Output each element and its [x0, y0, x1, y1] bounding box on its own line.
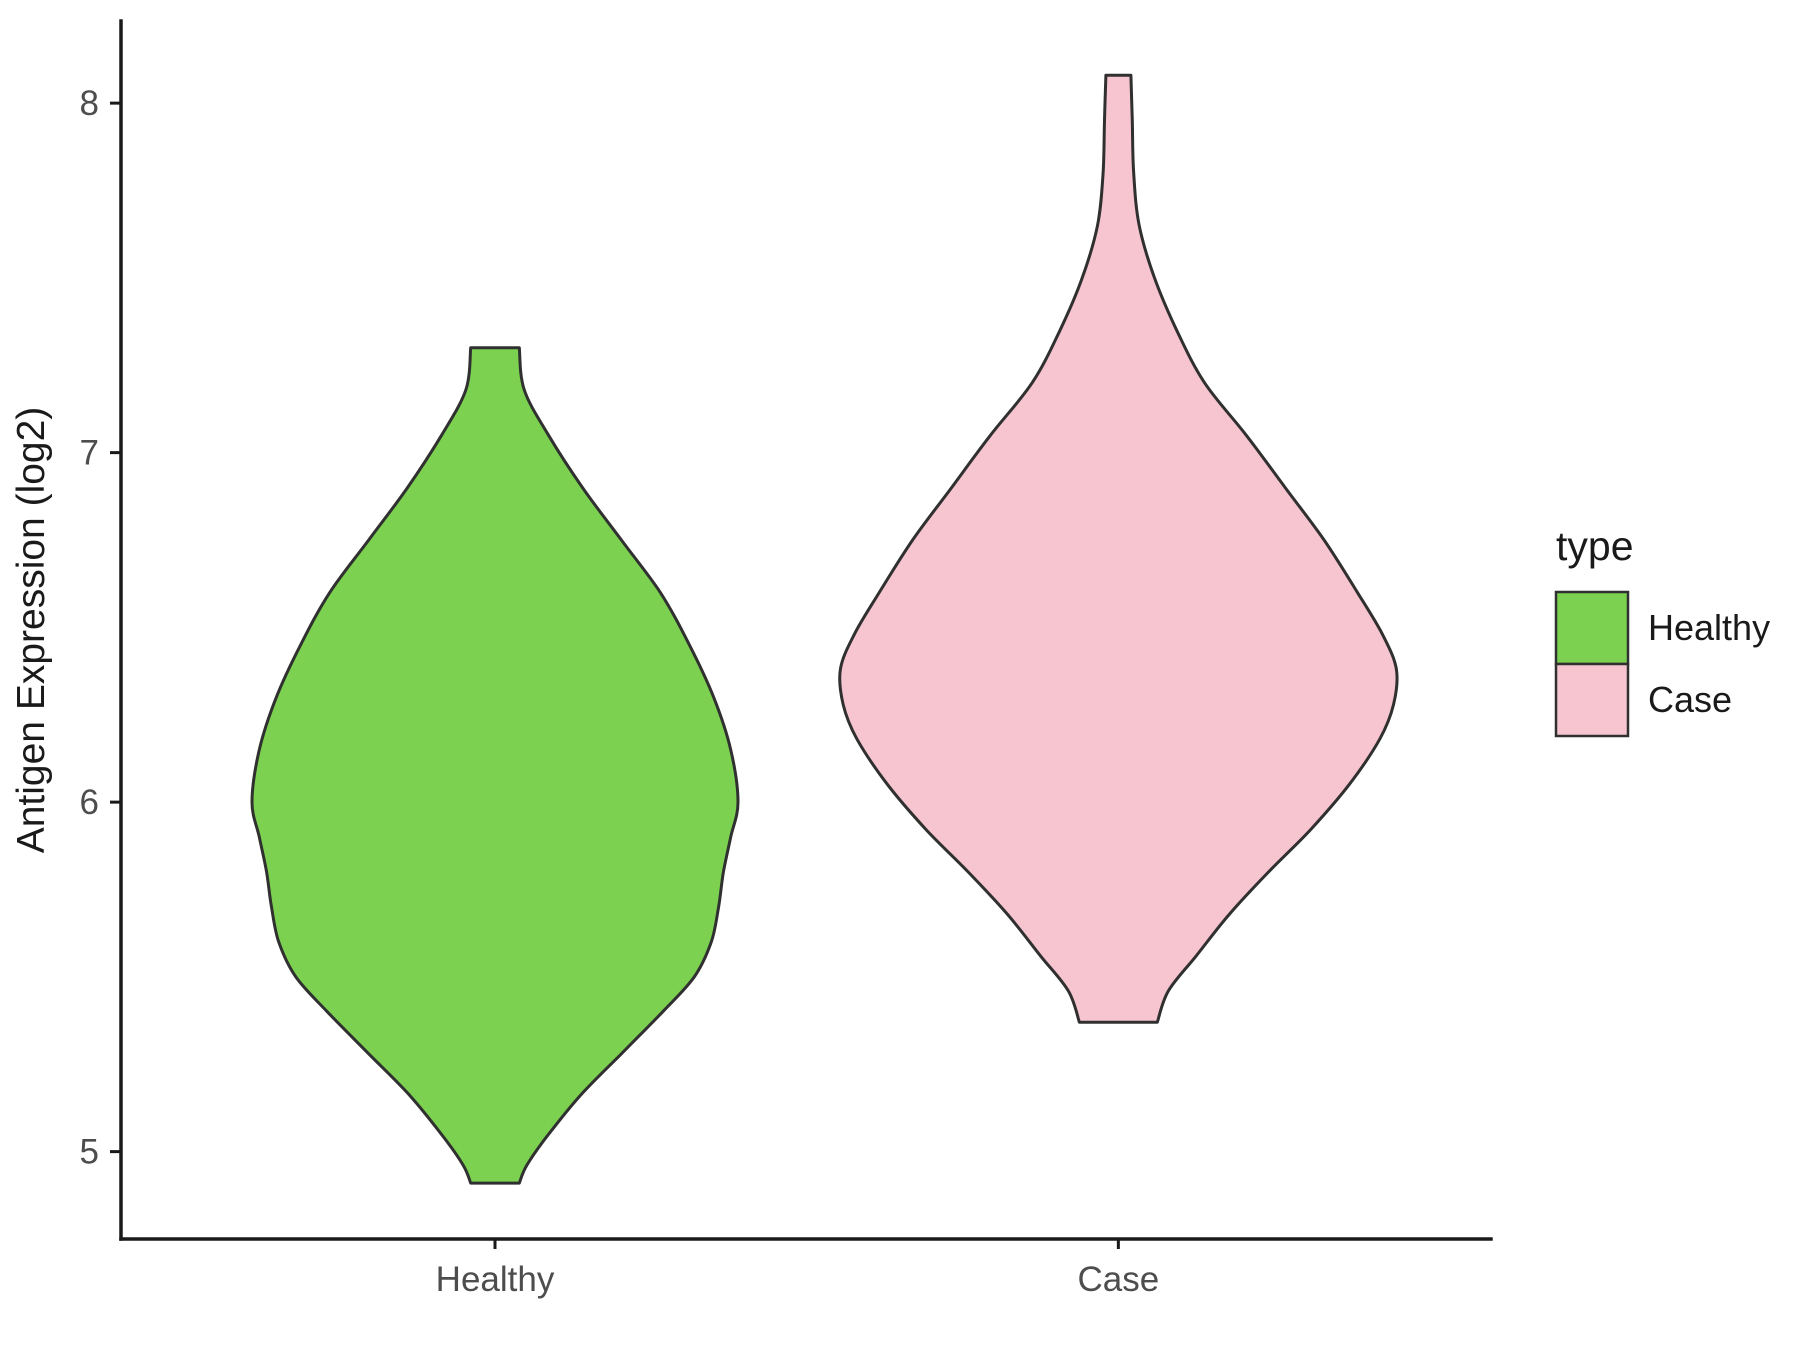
violin-case — [838, 73, 1399, 1024]
legend-title: type — [1556, 523, 1634, 569]
legend-label: Case — [1648, 679, 1732, 720]
legend-label: Healthy — [1648, 607, 1770, 648]
y-axis-title: Antigen Expression (log2) — [10, 407, 53, 854]
y-tick-label: 6 — [80, 783, 99, 822]
x-tick-label: Case — [1078, 1260, 1160, 1299]
legend-key-case-swatch — [1554, 662, 1630, 738]
x-tick-label: Healthy — [436, 1260, 555, 1299]
y-tick-label: 5 — [80, 1133, 99, 1172]
y-tick-label: 7 — [80, 434, 99, 473]
legend-key-healthy-swatch — [1554, 590, 1630, 666]
violin-healthy — [250, 346, 740, 1185]
y-tick-label: 8 — [80, 84, 99, 123]
